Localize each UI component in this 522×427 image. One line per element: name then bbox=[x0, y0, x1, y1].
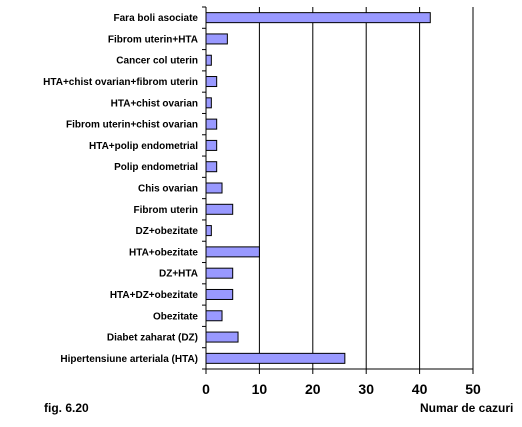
category-label: Diabet zaharat (DZ) bbox=[107, 333, 198, 344]
bar bbox=[205, 246, 260, 258]
axes bbox=[202, 6, 474, 374]
category-label: HTA+obezitate bbox=[129, 247, 198, 258]
bar bbox=[205, 352, 346, 364]
bar bbox=[205, 118, 218, 130]
category-label: Cancer col uterin bbox=[116, 56, 198, 67]
category-label: DZ+obezitate bbox=[135, 226, 198, 237]
x-tick-label: 0 bbox=[202, 381, 210, 397]
category-label: HTA+DZ+obezitate bbox=[110, 290, 199, 301]
x-axis-title: Numar de cazuri bbox=[420, 401, 513, 415]
x-tick-labels: 0 10 20 30 40 50 bbox=[202, 381, 481, 397]
x-tick-label: 30 bbox=[358, 381, 374, 397]
x-tick-label: 50 bbox=[465, 381, 481, 397]
category-label: Fara boli asociate bbox=[114, 13, 199, 24]
bar bbox=[205, 225, 212, 237]
category-label: HTA+polip endometrial bbox=[89, 141, 198, 152]
bar bbox=[205, 203, 234, 215]
bar bbox=[205, 182, 223, 194]
bar bbox=[205, 267, 234, 279]
figure-label: fig. 6.20 bbox=[44, 401, 89, 415]
bar bbox=[205, 12, 431, 24]
category-label: Hipertensiune arteriala (HTA) bbox=[60, 354, 198, 365]
category-label: HTA+chist ovarian bbox=[111, 98, 198, 109]
bar bbox=[205, 331, 239, 343]
bar bbox=[205, 139, 218, 151]
x-tick-label: 20 bbox=[305, 381, 321, 397]
category-label: Chis ovarian bbox=[138, 184, 198, 195]
bars bbox=[205, 12, 431, 364]
bar bbox=[205, 76, 218, 88]
category-label: HTA+chist ovarian+fibrom uterin bbox=[43, 77, 198, 88]
category-label: Fibrom uterin bbox=[134, 205, 198, 216]
category-label: Polip endometrial bbox=[114, 162, 198, 173]
grid-lines bbox=[258, 7, 474, 369]
bar bbox=[205, 54, 212, 66]
category-label: DZ+HTA bbox=[159, 269, 198, 280]
category-label: Fibrom uterin+HTA bbox=[108, 34, 198, 45]
category-labels: Fara boli asociate Fibrom uterin+HTA Cance… bbox=[43, 13, 198, 365]
bar bbox=[205, 97, 212, 109]
x-tick-label: 40 bbox=[412, 381, 428, 397]
x-tick-label: 10 bbox=[252, 381, 268, 397]
bar bbox=[205, 33, 228, 45]
bar bbox=[205, 161, 218, 173]
bar bbox=[205, 288, 234, 300]
category-label: Fibrom uterin+chist ovarian bbox=[66, 120, 198, 131]
bar bbox=[205, 310, 223, 322]
category-label: Obezitate bbox=[153, 311, 198, 322]
